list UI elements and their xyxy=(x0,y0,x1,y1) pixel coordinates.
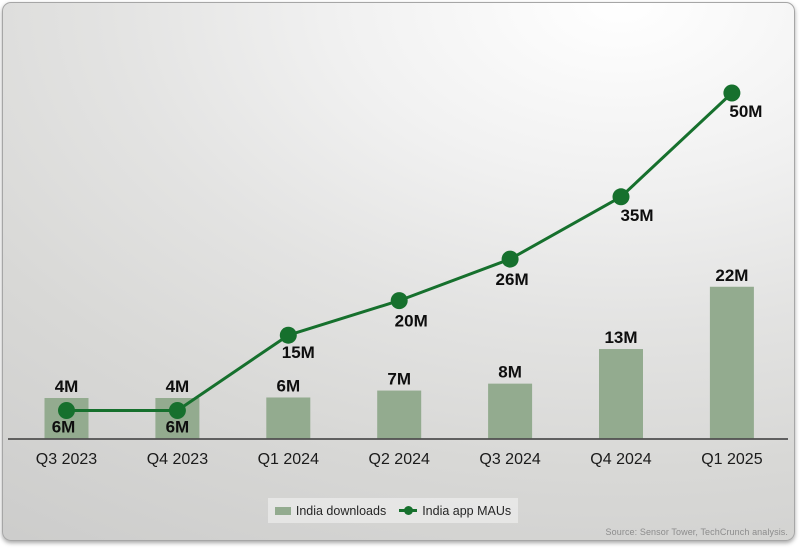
source-note: Source: Sensor Tower, TechCrunch analysi… xyxy=(605,527,788,537)
legend-item-india-downloads: India downloads xyxy=(274,503,387,518)
legend-label-india-app-maus: India app MAUs xyxy=(422,503,512,518)
legend: India downloads India app MAUs xyxy=(268,498,518,523)
legend-item-india-app-maus: India app MAUs xyxy=(399,504,511,518)
maus-dot-icon xyxy=(403,506,413,515)
legend-label-india-downloads: India downloads xyxy=(295,503,387,518)
downloads-bar-swatch-icon xyxy=(274,506,291,515)
maus-line-dot-icon xyxy=(399,506,418,515)
chart-card xyxy=(2,2,795,541)
